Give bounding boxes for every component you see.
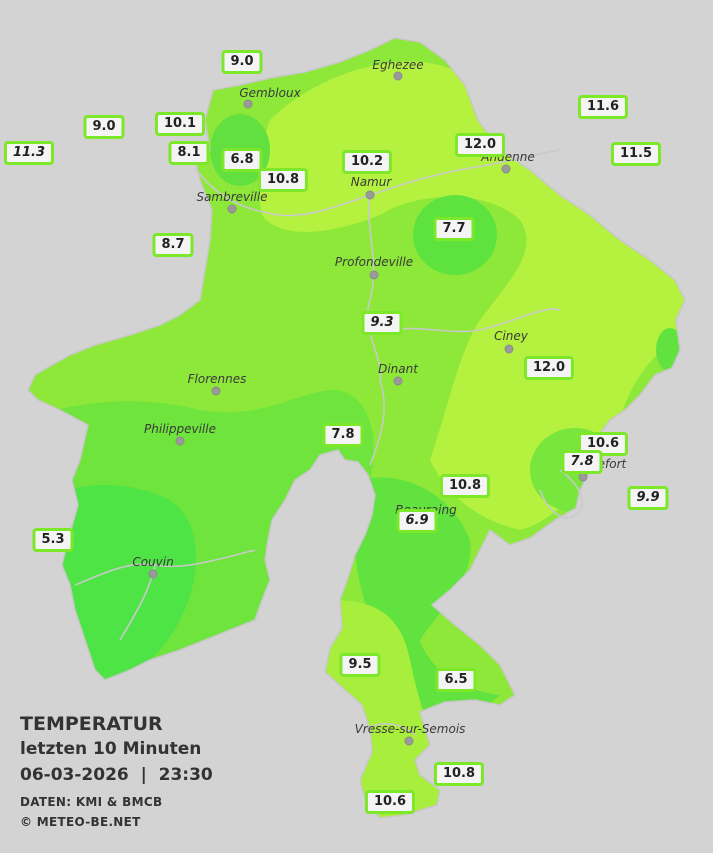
city-label: Vresse-sur-Semois — [354, 722, 466, 736]
city-marker — [404, 736, 414, 746]
city-marker — [365, 190, 375, 200]
city-marker — [393, 71, 403, 81]
station-temperature-label: 9.5 — [339, 653, 381, 677]
city-marker — [393, 376, 403, 386]
station-temperature-label: 9.9 — [627, 486, 669, 510]
eau-noire-river — [74, 549, 256, 586]
station-temperature-label: 9.3 — [361, 311, 403, 335]
station-temperature-label: 10.8 — [257, 168, 309, 192]
warm-zone-north — [259, 61, 685, 530]
map-title: TEMPERATUR — [20, 713, 163, 735]
station-temperature-label: 11.5 — [610, 142, 662, 166]
station-temperature-label: 9.0 — [221, 50, 263, 74]
map-datetime: 06-03-2026 | 23:30 — [20, 765, 213, 785]
station-temperature-label: 10.1 — [154, 112, 206, 136]
city-label: Dinant — [378, 362, 418, 376]
city-label: Ciney — [494, 329, 528, 343]
city-marker — [501, 164, 511, 174]
cold-zone-southwest — [40, 485, 197, 700]
station-temperature-label: 12.0 — [454, 133, 506, 157]
city-label: Couvin — [132, 555, 174, 569]
city-marker — [504, 344, 514, 354]
station-temperature-label: 7.7 — [433, 217, 475, 241]
lesse-river — [389, 308, 561, 333]
city-label: Gembloux — [239, 86, 301, 100]
meuse-river — [366, 194, 385, 466]
map-subtitle: letzten 10 Minuten — [20, 739, 202, 759]
station-temperature-label: 8.1 — [168, 141, 210, 165]
river-east — [539, 469, 584, 519]
data-source: DATEN: KMI & BMCB — [20, 795, 163, 809]
city-label: Namur — [350, 175, 392, 189]
station-temperature-label: 6.5 — [435, 668, 477, 692]
city-label: Eghezee — [372, 58, 424, 72]
station-temperature-label: 11.3 — [3, 141, 55, 165]
city-marker — [211, 386, 221, 396]
station-temperature-label: 10.6 — [364, 790, 416, 814]
station-temperature-label: 10.8 — [439, 474, 491, 498]
province-outline — [27, 37, 686, 819]
station-temperature-label: 10.8 — [433, 762, 485, 786]
copyright: © METEO-BE.NET — [20, 815, 141, 829]
city-label: Philippeville — [144, 422, 216, 436]
station-temperature-label: 9.0 — [83, 115, 125, 139]
city-label: Florennes — [187, 372, 247, 386]
city-label: Sambreville — [196, 190, 268, 204]
city-marker — [148, 569, 158, 579]
station-temperature-label: 6.8 — [221, 148, 263, 172]
station-temperature-label: 12.0 — [523, 356, 575, 380]
city-marker — [175, 436, 185, 446]
station-temperature-label: 11.6 — [577, 95, 629, 119]
station-temperature-label: 8.7 — [152, 233, 194, 257]
city-label: Profondeville — [334, 255, 414, 269]
station-temperature-label: 7.8 — [322, 423, 364, 447]
station-temperature-label: 6.9 — [396, 509, 438, 533]
city-marker — [243, 99, 253, 109]
city-marker — [227, 204, 237, 214]
station-temperature-label: 5.3 — [32, 528, 74, 552]
station-temperature-label: 10.2 — [341, 150, 393, 174]
title-block: TEMPERATUR letzten 10 Minuten 06-03-2026… — [20, 712, 213, 832]
station-temperature-label: 7.8 — [561, 450, 603, 474]
city-marker — [369, 270, 379, 280]
